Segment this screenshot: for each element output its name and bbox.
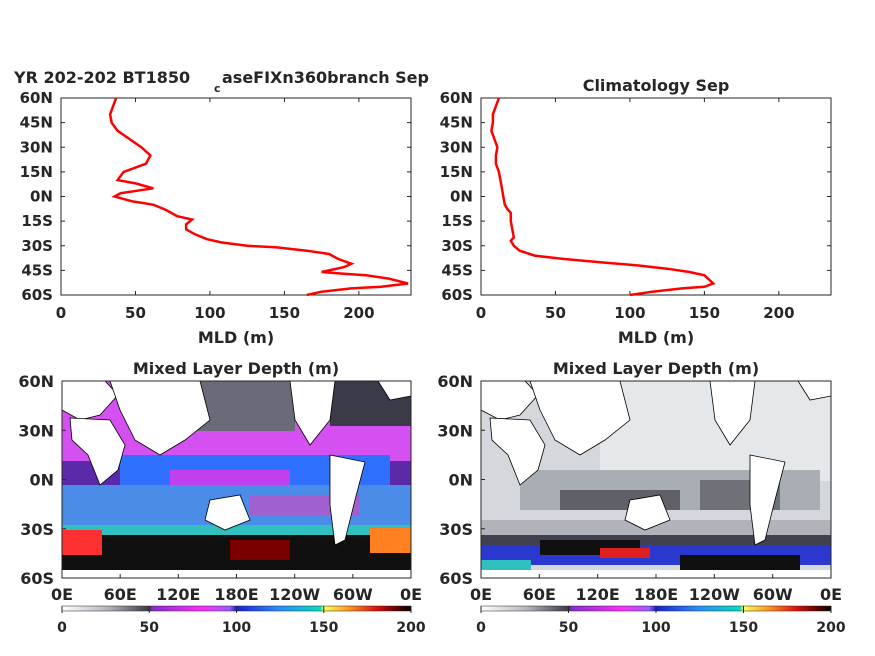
panel-title-main: YR 202-202 BT1850 [13, 68, 190, 87]
x-tick-label: 0E [51, 585, 73, 604]
y-tick-label: 30S [21, 237, 53, 255]
y-tick-label: 60N [440, 89, 473, 107]
x-tick-label: 60E [104, 585, 137, 604]
colorbar-tick-label: 200 [816, 620, 845, 636]
x-tick-label: 150 [269, 304, 300, 322]
y-tick-label: 45N [440, 114, 473, 132]
mld-heatmap [62, 381, 411, 578]
panel-title: Mixed Layer Depth (m) [133, 359, 339, 378]
colorbar-tick-label: 0 [57, 620, 67, 636]
map-panel-climatology: Mixed Layer Depth (m) 0E 60E 120E 180E 120W 6… [437, 359, 846, 636]
x-tick-label: 0E [400, 585, 422, 604]
x-tick-label: 200 [763, 304, 794, 322]
x-tick-label: 60W [753, 585, 793, 604]
x-tick-label: 0 [476, 304, 486, 322]
y-tick-label: 0N [30, 188, 53, 206]
y-tick-label: 60N [20, 89, 53, 107]
axis-ticks: 0E 60E 120E 180E 120W 60W 0E 60N 30N 0N 30S 60S [18, 372, 422, 604]
x-axis-label: MLD (m) [618, 328, 694, 347]
mld-profile-line [108, 97, 409, 297]
axis-ticks: 0E 60E 120E 180E 120W 60W 0E 60N 30N 0N 30S 60S [437, 372, 842, 604]
y-tick-label: 60S [439, 569, 473, 588]
colorbar-tick-label: 0 [476, 620, 486, 636]
y-tick-label: 15S [21, 212, 53, 230]
y-tick-label: 60N [18, 372, 54, 391]
y-tick-label: 60S [20, 569, 54, 588]
x-tick-label: 120E [576, 585, 620, 604]
x-tick-label: 50 [545, 304, 566, 322]
y-tick-label: 30N [440, 138, 473, 156]
axis-ticks: 0 50 100 150 200 60N 45N 30N 15N 0N 15S 30S 45S 60S [440, 89, 831, 322]
colorbar-ticks: 0 50 100 150 200 [57, 606, 426, 636]
axis-ticks: 0 50 100 150 200 60N 45N 30N 15N 0N 15S 30S 45S 60S [20, 89, 411, 322]
colorbar-tick-label: 150 [729, 620, 758, 636]
x-tick-label: 100 [614, 304, 645, 322]
x-tick-label: 50 [125, 304, 146, 322]
x-tick-label: 180E [214, 585, 258, 604]
y-tick-label: 45S [21, 261, 53, 279]
x-axis-label: MLD (m) [198, 328, 274, 347]
y-tick-label: 60N [437, 372, 473, 391]
panel-title-rest: aseFIXn360branch Sep [222, 68, 429, 87]
plot-frame [480, 97, 832, 296]
x-tick-label: 0E [470, 585, 492, 604]
y-tick-label: 30N [437, 421, 473, 440]
y-tick-label: 30S [441, 237, 473, 255]
y-tick-label: 15S [441, 212, 473, 230]
x-tick-label: 60E [523, 585, 556, 604]
y-tick-label: 30N [20, 138, 53, 156]
y-tick-label: 0N [450, 188, 473, 206]
colorbar-tick-label: 200 [396, 620, 425, 636]
y-tick-label: 45N [20, 114, 53, 132]
colorbar-tick-label: 100 [222, 620, 251, 636]
colorbar-tick-label: 150 [309, 620, 338, 636]
colorbar-tick-label: 50 [140, 620, 160, 636]
y-tick-label: 60S [441, 286, 473, 304]
x-tick-label: 200 [343, 304, 374, 322]
y-tick-label: 15N [440, 163, 473, 181]
x-tick-label: 150 [689, 304, 720, 322]
y-tick-label: 60S [21, 286, 53, 304]
profile-panel-climatology: Climatology Sep 0 50 100 150 200 60N 45N 30N 15N… [440, 76, 832, 347]
panel-title: Mixed Layer Depth (m) [553, 359, 759, 378]
x-tick-label: 60W [333, 585, 373, 604]
x-tick-label: 120W [689, 585, 740, 604]
y-tick-label: 30S [439, 520, 473, 539]
y-tick-label: 30N [18, 421, 54, 440]
x-tick-label: 180E [634, 585, 678, 604]
map-panel-model: Mixed Layer Depth (m) 0E 60E 120E 180 [18, 359, 426, 636]
y-tick-label: 0N [29, 471, 54, 490]
panel-title: Climatology Sep [583, 76, 730, 95]
colorbar-tick-label: 100 [641, 620, 670, 636]
profile-panel-model: YR 202-202 BT1850 c aseFIXn360branch Sep… [13, 68, 429, 347]
x-tick-label: 0E [820, 585, 842, 604]
x-tick-label: 0 [56, 304, 66, 322]
mld-heatmap [481, 381, 831, 578]
x-tick-label: 120E [156, 585, 200, 604]
y-tick-label: 0N [448, 471, 473, 490]
colorbar-ticks: 0 50 100 150 200 [476, 606, 846, 636]
y-tick-label: 30S [20, 520, 54, 539]
mld-profile-line [490, 97, 716, 297]
x-tick-label: 100 [194, 304, 225, 322]
y-tick-label: 15N [20, 163, 53, 181]
panel-title-subscript: c [214, 82, 221, 95]
colorbar-tick-label: 50 [559, 620, 579, 636]
x-tick-label: 120W [269, 585, 320, 604]
y-tick-label: 45S [441, 261, 473, 279]
